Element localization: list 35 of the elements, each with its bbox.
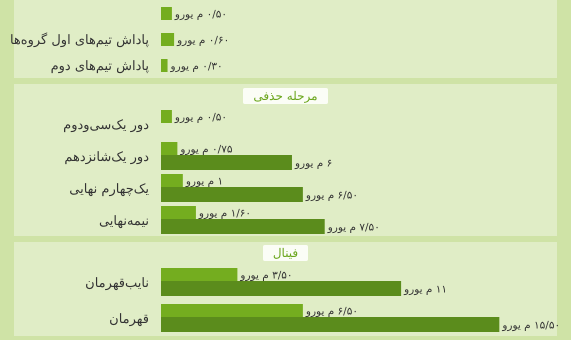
data-label: ۰/۶۰ م یورو xyxy=(176,34,230,46)
data-label: ۱۵/۵۰ م یورو xyxy=(501,320,560,332)
bar xyxy=(161,174,183,187)
data-label: ۱ م یورو xyxy=(184,176,224,188)
data-label: ۱/۶۰ م یورو xyxy=(198,208,252,220)
y-tick-label: نیمه‌نهایی xyxy=(98,214,149,229)
y-tick-label: قهرمان xyxy=(109,312,149,327)
bar xyxy=(161,110,172,123)
data-label: ۷/۵۰ م یورو xyxy=(326,222,380,234)
data-label: ۶/۵۰ م یورو xyxy=(304,190,358,202)
chart-title: مرحله حذفی xyxy=(243,88,328,104)
bar xyxy=(161,142,178,155)
data-label: ۱۱ م یورو xyxy=(403,284,448,296)
bar xyxy=(161,187,303,202)
y-tick-label: دور یک‌شانزدهم xyxy=(64,150,150,165)
data-label: ۳/۵۰ م یورو xyxy=(239,270,293,282)
chart-title: فینال xyxy=(262,245,308,261)
data-label: ۰/۵۰ م یورو xyxy=(174,112,228,124)
data-label: ۶/۵۰ م یورو xyxy=(304,306,358,318)
y-tick-label: نایب‌قهرمان xyxy=(85,276,149,291)
bar xyxy=(161,317,500,332)
data-label: ۶ م یورو xyxy=(294,158,332,170)
bar xyxy=(161,304,303,317)
y-tick-label: یک‌چهارم نهایی xyxy=(69,182,150,197)
data-label: ۰/۷۵ م یورو xyxy=(179,144,233,156)
bar xyxy=(161,268,238,281)
y-tick-label: دور یک‌سی‌ودوم xyxy=(63,118,150,133)
bar xyxy=(161,219,325,234)
bar xyxy=(161,281,402,296)
bar xyxy=(161,206,196,219)
data-label: ۰/۳۰ م یورو xyxy=(170,60,223,72)
bar xyxy=(161,155,292,170)
data-label: ۰/۵۰ م یورو xyxy=(174,8,228,20)
y-tick-label: پاداش تیم‌های دوم xyxy=(50,59,150,74)
y-tick-label: پاداش تیم‌های اول گروه‌ها xyxy=(10,32,150,48)
